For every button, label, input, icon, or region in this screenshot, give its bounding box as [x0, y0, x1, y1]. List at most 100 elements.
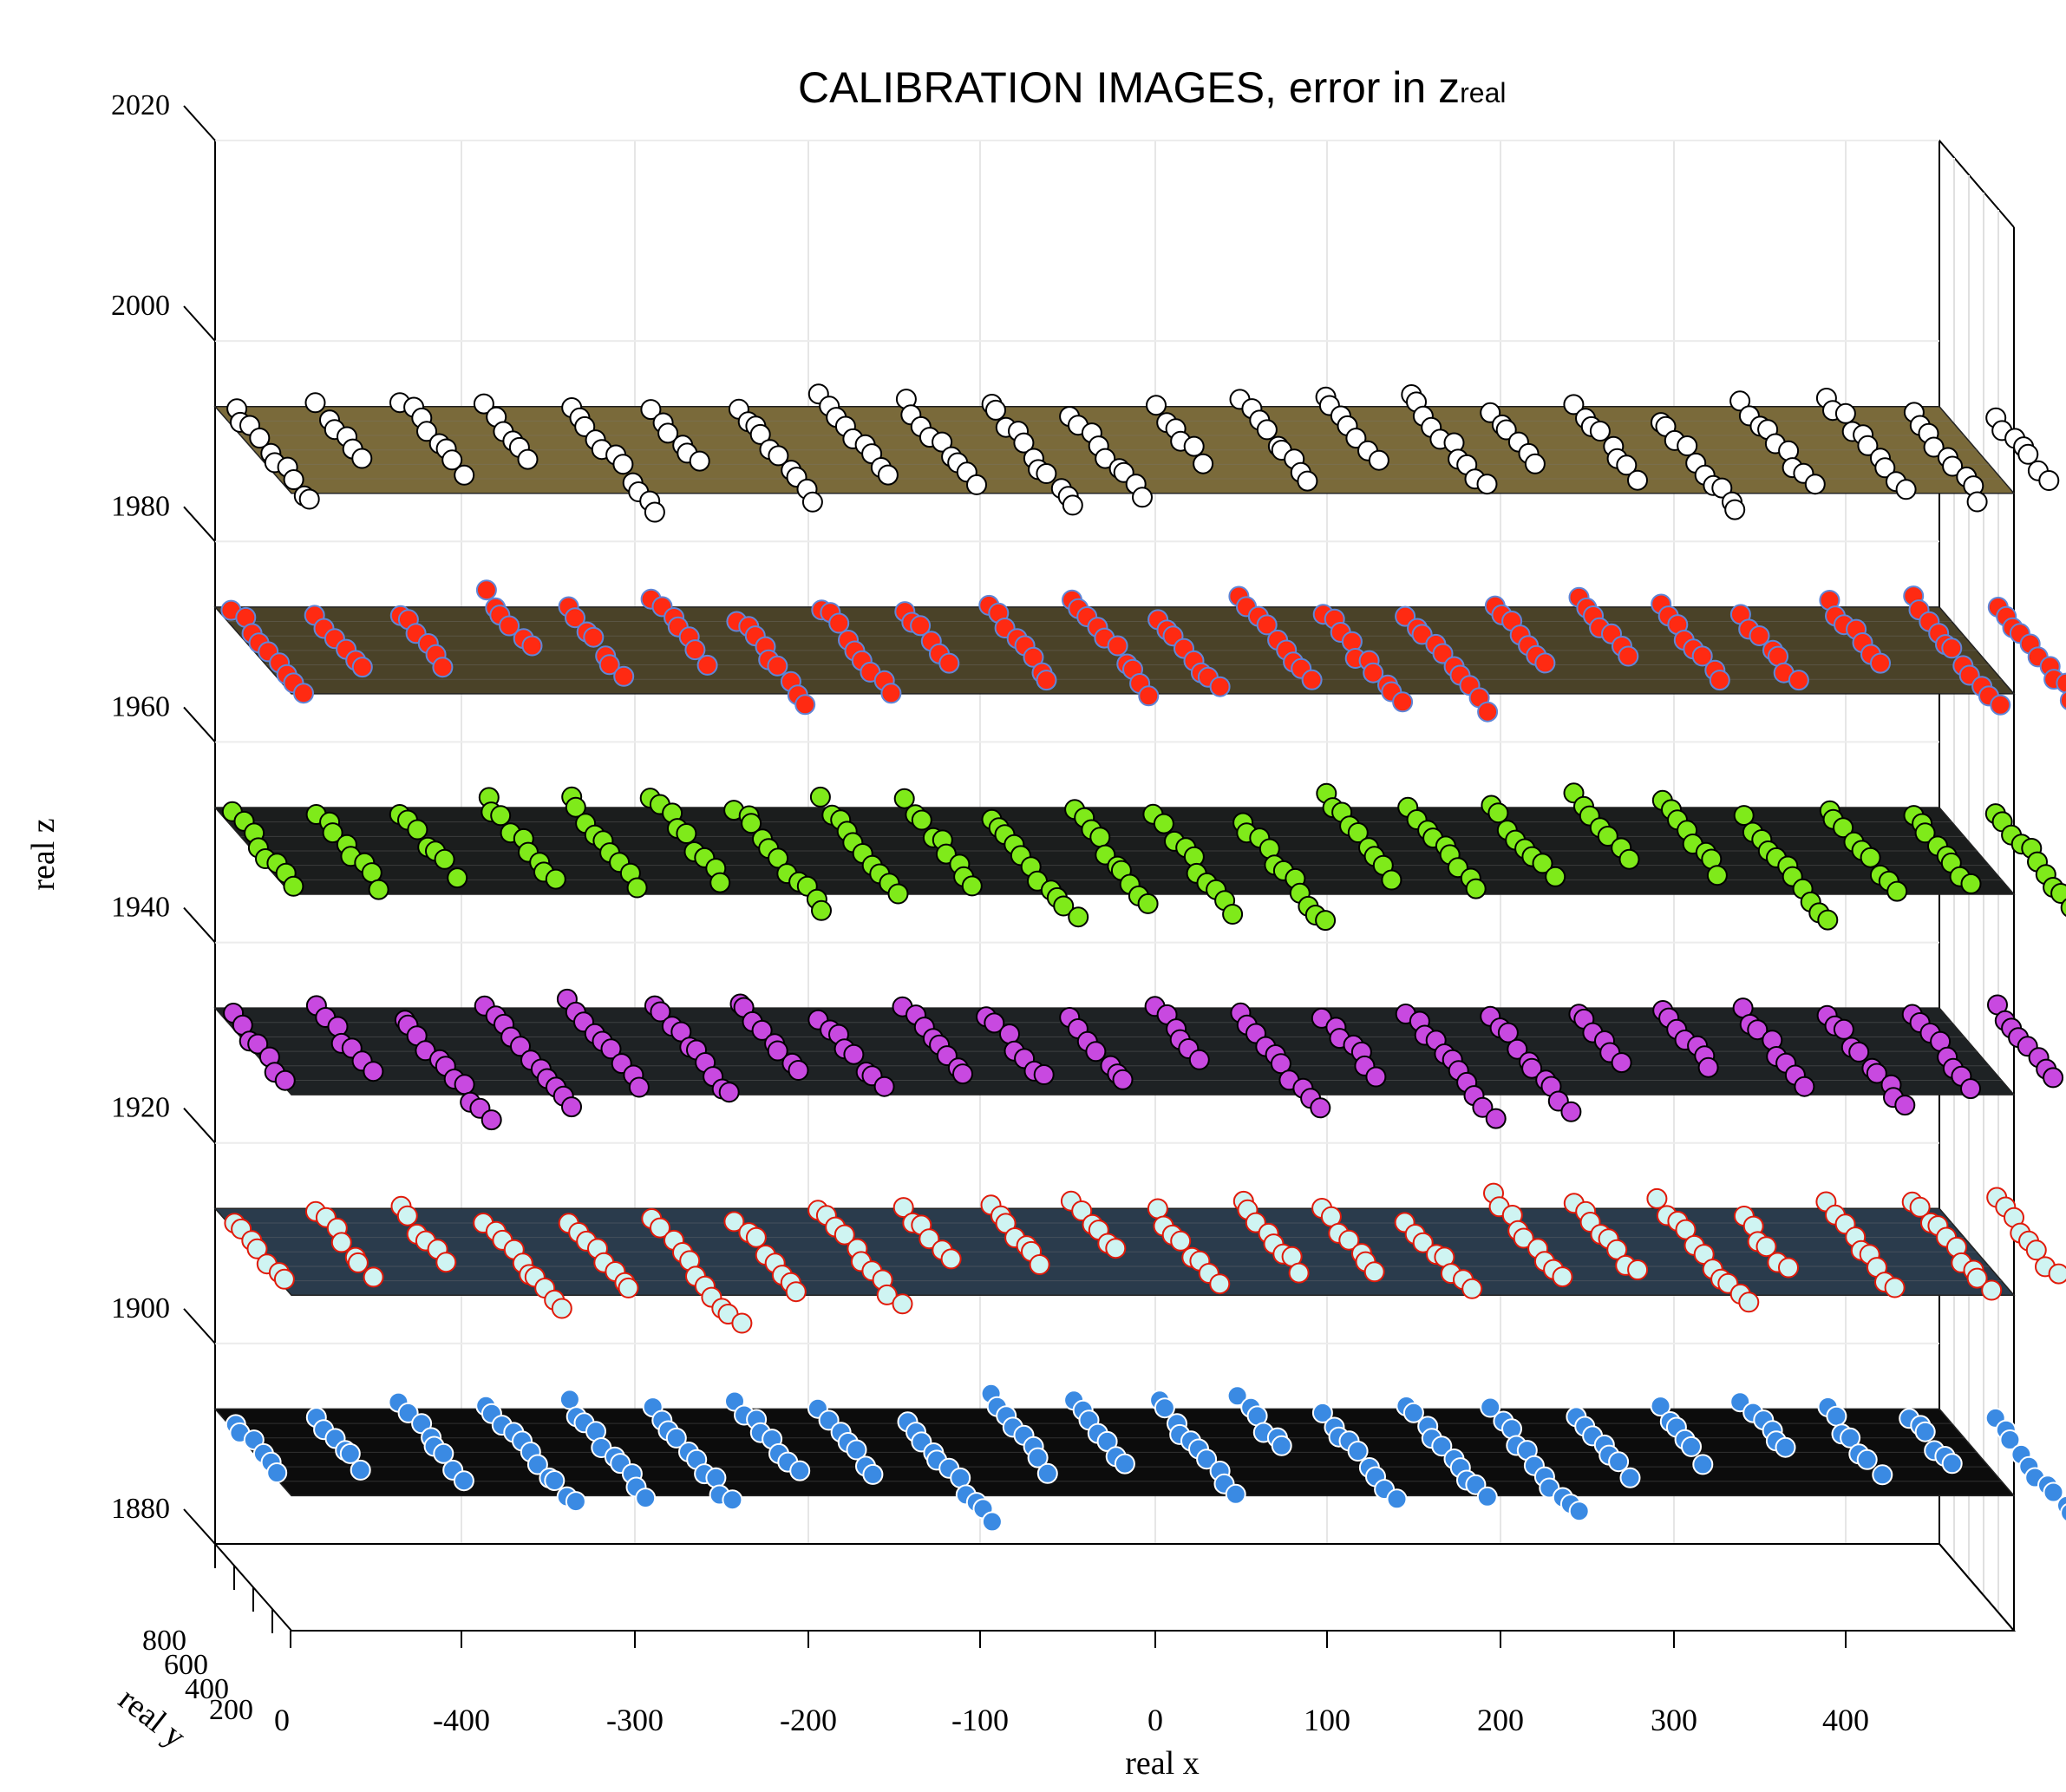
- data-point: [767, 1040, 788, 1062]
- data-point: [718, 1082, 740, 1103]
- data-point: [526, 1454, 548, 1475]
- data-point: [1709, 670, 1730, 691]
- data-point: [517, 448, 539, 470]
- data-point: [559, 1389, 580, 1410]
- data-point: [1616, 455, 1638, 476]
- data-point: [684, 639, 706, 661]
- data-point: [984, 1012, 1005, 1034]
- data-point: [473, 393, 494, 415]
- data-point: [618, 1277, 639, 1298]
- data-point: [966, 474, 987, 495]
- data-point: [1146, 395, 1167, 416]
- x-tick-label: 100: [1304, 1703, 1350, 1737]
- data-point: [1914, 822, 1936, 844]
- data-point: [1226, 1385, 1248, 1407]
- data-point: [1461, 1278, 1483, 1299]
- data-point: [600, 1038, 622, 1060]
- data-point: [1608, 1451, 1630, 1473]
- data-point: [1833, 817, 1854, 839]
- data-point: [1487, 802, 1509, 824]
- data-point: [1981, 1279, 2003, 1301]
- data-point: [981, 1511, 1003, 1533]
- data-point: [1222, 904, 1244, 925]
- data-point: [1560, 1101, 1582, 1122]
- data-point: [768, 847, 789, 869]
- data-point: [1990, 694, 2011, 716]
- data-point: [363, 1061, 384, 1082]
- data-point: [1866, 1063, 1887, 1084]
- data-point: [873, 1076, 895, 1097]
- data-point: [809, 786, 831, 808]
- data-point: [1942, 455, 1964, 477]
- data-point: [1472, 1096, 1494, 1118]
- data-point: [749, 423, 771, 445]
- data-point: [432, 657, 454, 678]
- data-point: [1706, 865, 1728, 886]
- z-tick: [183, 906, 216, 944]
- z-axis-label: real z: [25, 818, 62, 890]
- z-tick-label: 1940: [111, 892, 170, 924]
- z-tick: [183, 706, 216, 743]
- data-point: [433, 1442, 454, 1464]
- data-point: [1691, 645, 1713, 667]
- data-point: [801, 491, 823, 513]
- data-point: [1804, 474, 1826, 495]
- data-point: [1347, 822, 1369, 843]
- data-point: [1288, 1262, 1310, 1284]
- data-point: [1310, 1097, 1331, 1119]
- data-point: [887, 883, 909, 905]
- data-point: [1857, 435, 1879, 456]
- data-point: [1137, 893, 1159, 914]
- data-point: [919, 1228, 940, 1250]
- data-point: [722, 1489, 743, 1511]
- data-point: [1497, 1022, 1519, 1043]
- x-tick-label: 300: [1651, 1703, 1697, 1737]
- data-point: [862, 1463, 884, 1485]
- data-point: [273, 1268, 295, 1290]
- data-point: [339, 1442, 361, 1464]
- data-point: [745, 1226, 767, 1248]
- data-point: [1476, 474, 1498, 495]
- data-point: [274, 1069, 296, 1091]
- data-point: [1147, 1198, 1168, 1220]
- data-point: [1036, 1462, 1058, 1484]
- data-point: [1507, 1038, 1528, 1060]
- data-point: [1392, 691, 1414, 713]
- data-point: [1085, 1041, 1107, 1063]
- data-point: [1840, 1427, 1861, 1449]
- data-point: [1315, 910, 1337, 932]
- data-point: [247, 1033, 269, 1055]
- data-point: [246, 1238, 268, 1259]
- data-point: [453, 1470, 474, 1492]
- data-point: [1960, 873, 1982, 894]
- data-point: [731, 1312, 753, 1334]
- data-point: [1477, 701, 1499, 723]
- data-point: [1476, 1486, 1498, 1508]
- data-point: [1619, 1467, 1641, 1488]
- data-point: [640, 399, 662, 421]
- data-point: [1775, 1436, 1796, 1458]
- data-point: [1023, 646, 1044, 668]
- data-point: [1105, 1238, 1127, 1259]
- data-point: [1256, 614, 1278, 636]
- data-point: [1095, 448, 1116, 469]
- data-point: [481, 1109, 502, 1131]
- data-point: [2038, 470, 2060, 491]
- series-group: [213, 988, 2064, 1131]
- data-point: [1860, 847, 1881, 868]
- data-point: [1611, 1052, 1632, 1074]
- x-tick-label: -300: [606, 1703, 664, 1737]
- chart-title-sub: real: [1460, 77, 1506, 108]
- data-point: [2060, 898, 2066, 917]
- data-point: [1368, 449, 1389, 471]
- data-point: [565, 1491, 586, 1513]
- data-point: [598, 654, 620, 676]
- data-point: [665, 1427, 687, 1449]
- data-point: [723, 1211, 745, 1233]
- data-point: [510, 1036, 531, 1057]
- data-point: [1402, 1402, 1424, 1423]
- x-tick-label: 0: [274, 1703, 290, 1737]
- data-point: [283, 875, 304, 897]
- data-point: [1681, 1436, 1702, 1457]
